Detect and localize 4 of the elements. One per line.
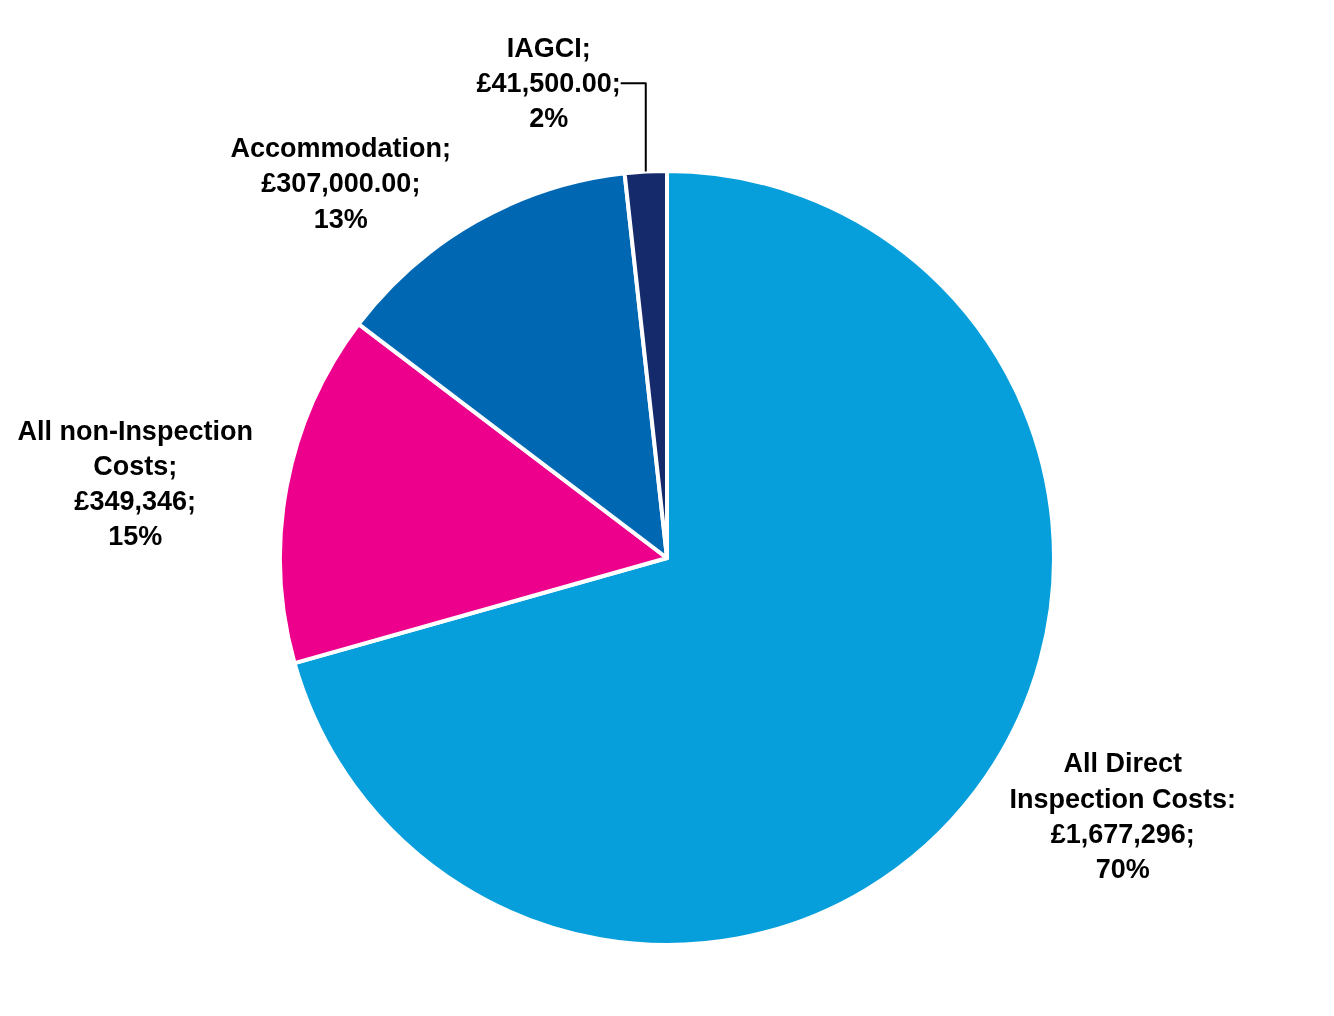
slice-label: All non-Inspection Costs; £349,346; 15% (17, 416, 253, 552)
slice-label: IAGCI; £41,500.00; 2% (476, 33, 621, 134)
slice-label: Accommodation; £307,000.00; 13% (230, 133, 452, 234)
slice-label: All Direct Inspection Costs: £1,677,296; 70% (1009, 748, 1236, 884)
